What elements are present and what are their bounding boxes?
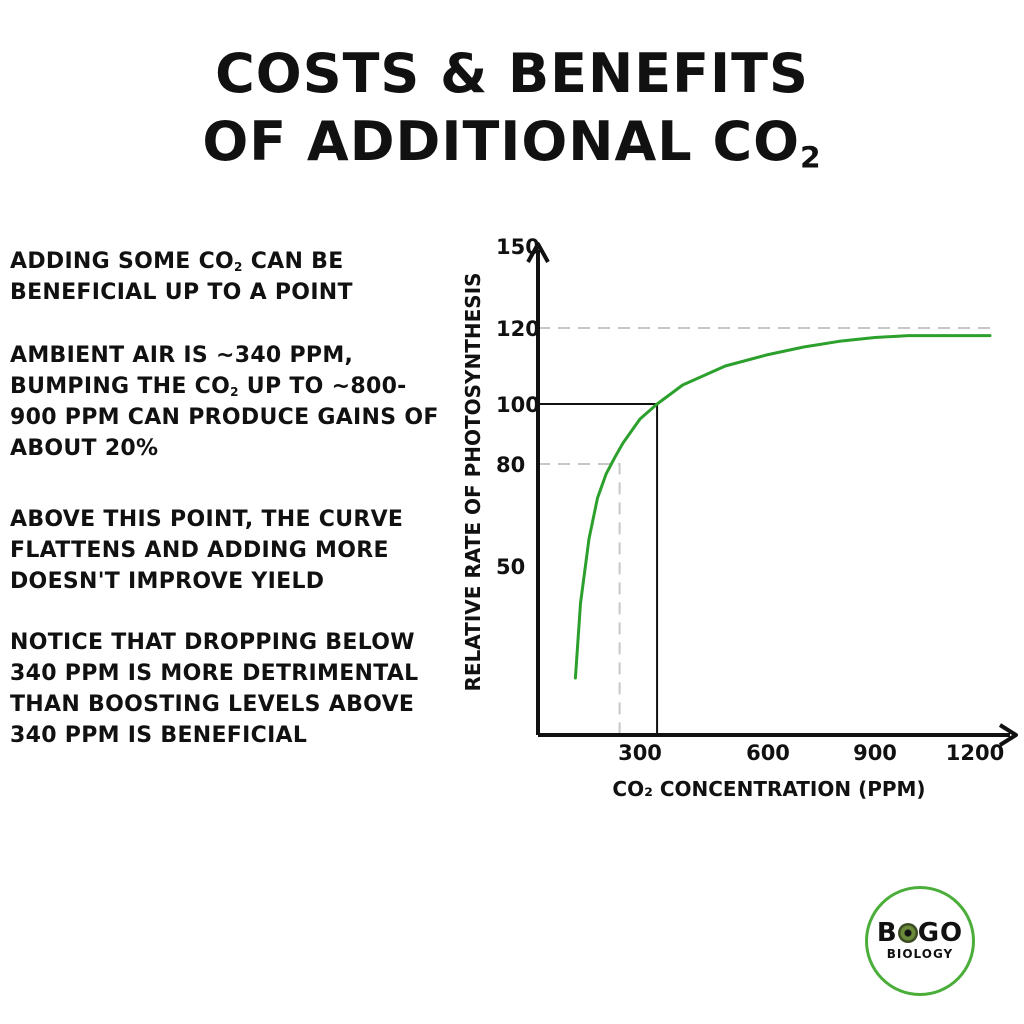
x-tick-label-600: 600 — [746, 741, 790, 765]
title-line-1: COSTS & BENEFITS — [215, 42, 809, 105]
x-axis-arrow — [998, 723, 1018, 747]
note-detrimental: NOTICE THAT DROPPING BELOW 340 PPM IS MO… — [10, 630, 419, 748]
y-tick-label-120: 120 — [496, 317, 540, 341]
logo-letters-go: GO — [917, 918, 964, 948]
note-2-text-b: UP TO ~800-900 PPM CAN PRODUCE GAINS OF … — [10, 374, 439, 461]
note-1-text-a: ADDING SOME CO — [10, 249, 235, 274]
logo-subtitle: BIOLOGY — [886, 947, 954, 961]
title-subscript: 2 — [800, 140, 822, 176]
title-line-2-text: OF ADDITIONAL CO — [202, 110, 800, 173]
bogo-biology-logo: B GO BIOLOGY — [865, 886, 975, 996]
reference-line-1 — [538, 403, 659, 735]
y-tick-label-50: 50 — [496, 555, 525, 579]
y-tick-label-100: 100 — [496, 393, 540, 417]
note-curve-flattens: ABOVE THIS POINT, THE CURVE FLATTENS AND… — [10, 507, 404, 594]
series-line-1 — [573, 334, 992, 680]
logo-word: B GO — [868, 919, 972, 947]
note-2-subscript: 2 — [230, 385, 239, 400]
x-axis-label: CO₂ CONCENTRATION (PPM) — [612, 777, 925, 801]
x-tick-label-900: 900 — [853, 741, 897, 765]
note-1-text-b: CAN BE BENEFICIAL UP TO A POINT — [10, 249, 353, 305]
title-line-2: OF ADDITIONAL CO2 — [0, 108, 1024, 176]
x-tick-label-300: 300 — [618, 741, 662, 765]
x-tick-label-1200: 1200 — [946, 741, 1004, 765]
y-tick-label-150: 150 — [496, 235, 540, 259]
note-2-text-a: AMBIENT AIR IS ~340 PPM, BUMPING THE CO — [10, 343, 354, 399]
y-axis-arrow — [526, 242, 550, 263]
chart-title: COSTS & BENEFITS OF ADDITIONAL CO2 — [0, 40, 1024, 176]
note-1-subscript: 2 — [234, 260, 243, 275]
reference-line-2 — [538, 463, 621, 735]
logo-letter-b: B — [876, 918, 898, 948]
y-axis-label: RELATIVE RATE OF PHOTOSYNTHESIS — [461, 272, 485, 691]
note-ambient-air: AMBIENT AIR IS ~340 PPM, BUMPING THE CO2… — [10, 340, 450, 464]
y-tick-label-80: 80 — [496, 453, 525, 477]
note-beneficial: ADDING SOME CO2 CAN BE BENEFICIAL UP TO … — [10, 246, 450, 308]
eye-icon — [897, 923, 918, 943]
